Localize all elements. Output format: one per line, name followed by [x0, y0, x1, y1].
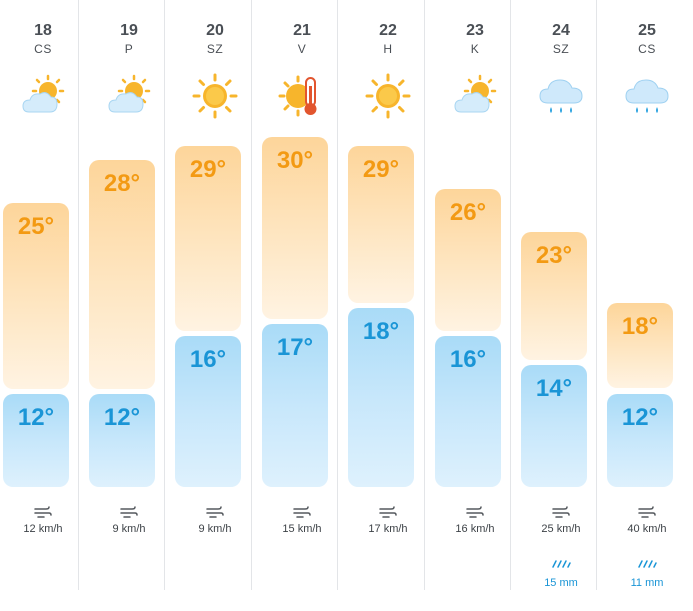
- rain-icon: [552, 560, 571, 568]
- high-temp-bar: 26°: [435, 189, 501, 331]
- high-temp-bar: 25°: [3, 203, 69, 389]
- wind-icon: [206, 506, 224, 518]
- wind-icon: [379, 506, 397, 518]
- day-of-week: SZ: [552, 42, 570, 56]
- partly-cloudy-icon: [451, 72, 499, 120]
- low-temp: 18°: [362, 318, 400, 345]
- forecast-day-column[interactable]: 21 V 30° 17° 15 km/h: [259, 0, 345, 590]
- day-date: 22: [379, 22, 397, 39]
- day-of-week: CS: [638, 42, 656, 56]
- high-temp: 26°: [449, 199, 487, 226]
- wind-icon: [293, 506, 311, 518]
- wind-icon: [466, 506, 484, 518]
- column-divider: [78, 0, 79, 590]
- low-temp: 17°: [276, 334, 314, 361]
- column-divider: [337, 0, 338, 590]
- partly-cloudy-icon: [19, 72, 67, 120]
- day-date: 20: [206, 22, 224, 39]
- forecast-day-column[interactable]: 23 K 26° 16° 16 km/h: [432, 0, 518, 590]
- column-divider: [251, 0, 252, 590]
- low-temp-bar: 16°: [175, 336, 241, 487]
- forecast-day-column[interactable]: 22 H 29° 18° 17 km/h: [345, 0, 431, 590]
- precipitation-amount: 15 mm: [544, 577, 578, 589]
- forecast-day-column[interactable]: 18 CS 25° 12° 12 km/h: [0, 0, 86, 590]
- wind-speed: 9 km/h: [112, 523, 146, 535]
- forecast-day-column[interactable]: 20 SZ 29° 16° 9 km/h: [172, 0, 258, 590]
- high-temp: 29°: [189, 156, 227, 183]
- wind-speed: 12 km/h: [23, 523, 63, 535]
- rain-icon: [638, 560, 657, 568]
- low-temp-bar: 12°: [3, 394, 69, 487]
- wind-icon: [638, 506, 656, 518]
- rain-cloud-icon: [537, 72, 585, 120]
- wind-speed: 25 km/h: [541, 523, 581, 535]
- high-temp: 18°: [621, 313, 659, 340]
- day-date: 23: [466, 22, 484, 39]
- low-temp-bar: 12°: [607, 394, 673, 487]
- hot-sun-thermometer-icon: [278, 72, 326, 120]
- low-temp-bar: 17°: [262, 324, 328, 487]
- forecast-day-column[interactable]: 25 CS 18° 12° 40 km/h 11 mm: [604, 0, 690, 590]
- day-of-week: P: [124, 42, 134, 56]
- wind-icon: [552, 506, 570, 518]
- high-temp: 28°: [103, 170, 141, 197]
- day-date: 21: [293, 22, 311, 39]
- column-divider: [164, 0, 165, 590]
- low-temp-bar: 16°: [435, 336, 501, 487]
- day-of-week: CS: [34, 42, 52, 56]
- low-temp: 14°: [535, 375, 573, 402]
- low-temp: 12°: [621, 404, 659, 431]
- wind-speed: 17 km/h: [368, 523, 408, 535]
- high-temp-bar: 28°: [89, 160, 155, 389]
- day-of-week: K: [470, 42, 480, 56]
- day-of-week: H: [383, 42, 393, 56]
- rain-cloud-icon: [623, 72, 671, 120]
- high-temp: 23°: [535, 242, 573, 269]
- high-temp-bar: 23°: [521, 232, 587, 360]
- forecast-day-column[interactable]: 19 P 28° 12° 9 km/h: [86, 0, 172, 590]
- precipitation-amount: 11 mm: [630, 577, 664, 589]
- low-temp: 12°: [17, 404, 55, 431]
- column-divider: [510, 0, 511, 590]
- low-temp-bar: 14°: [521, 365, 587, 487]
- forecast-day-column[interactable]: 24 SZ 23° 14° 25 km/h 15 mm: [518, 0, 604, 590]
- wind-speed: 40 km/h: [627, 523, 667, 535]
- day-date: 24: [552, 22, 570, 39]
- sun-icon: [364, 72, 412, 120]
- column-divider: [424, 0, 425, 590]
- high-temp-bar: 29°: [348, 146, 414, 303]
- sun-icon: [191, 72, 239, 120]
- high-temp: 25°: [17, 213, 55, 240]
- day-date: 25: [638, 22, 656, 39]
- low-temp: 16°: [449, 346, 487, 373]
- high-temp-bar: 30°: [262, 137, 328, 319]
- column-divider: [596, 0, 597, 590]
- day-of-week: V: [297, 42, 307, 56]
- day-date: 19: [120, 22, 138, 39]
- wind-speed: 9 km/h: [198, 523, 232, 535]
- high-temp: 30°: [276, 147, 314, 174]
- wind-speed: 16 km/h: [455, 523, 495, 535]
- partly-cloudy-icon: [105, 72, 153, 120]
- wind-icon: [34, 506, 52, 518]
- low-temp-bar: 18°: [348, 308, 414, 487]
- wind-speed: 15 km/h: [282, 523, 322, 535]
- high-temp: 29°: [362, 156, 400, 183]
- high-temp-bar: 18°: [607, 303, 673, 388]
- low-temp-bar: 12°: [89, 394, 155, 487]
- day-date: 18: [34, 22, 52, 39]
- wind-icon: [120, 506, 138, 518]
- high-temp-bar: 29°: [175, 146, 241, 331]
- day-of-week: SZ: [206, 42, 224, 56]
- low-temp: 12°: [103, 404, 141, 431]
- low-temp: 16°: [189, 346, 227, 373]
